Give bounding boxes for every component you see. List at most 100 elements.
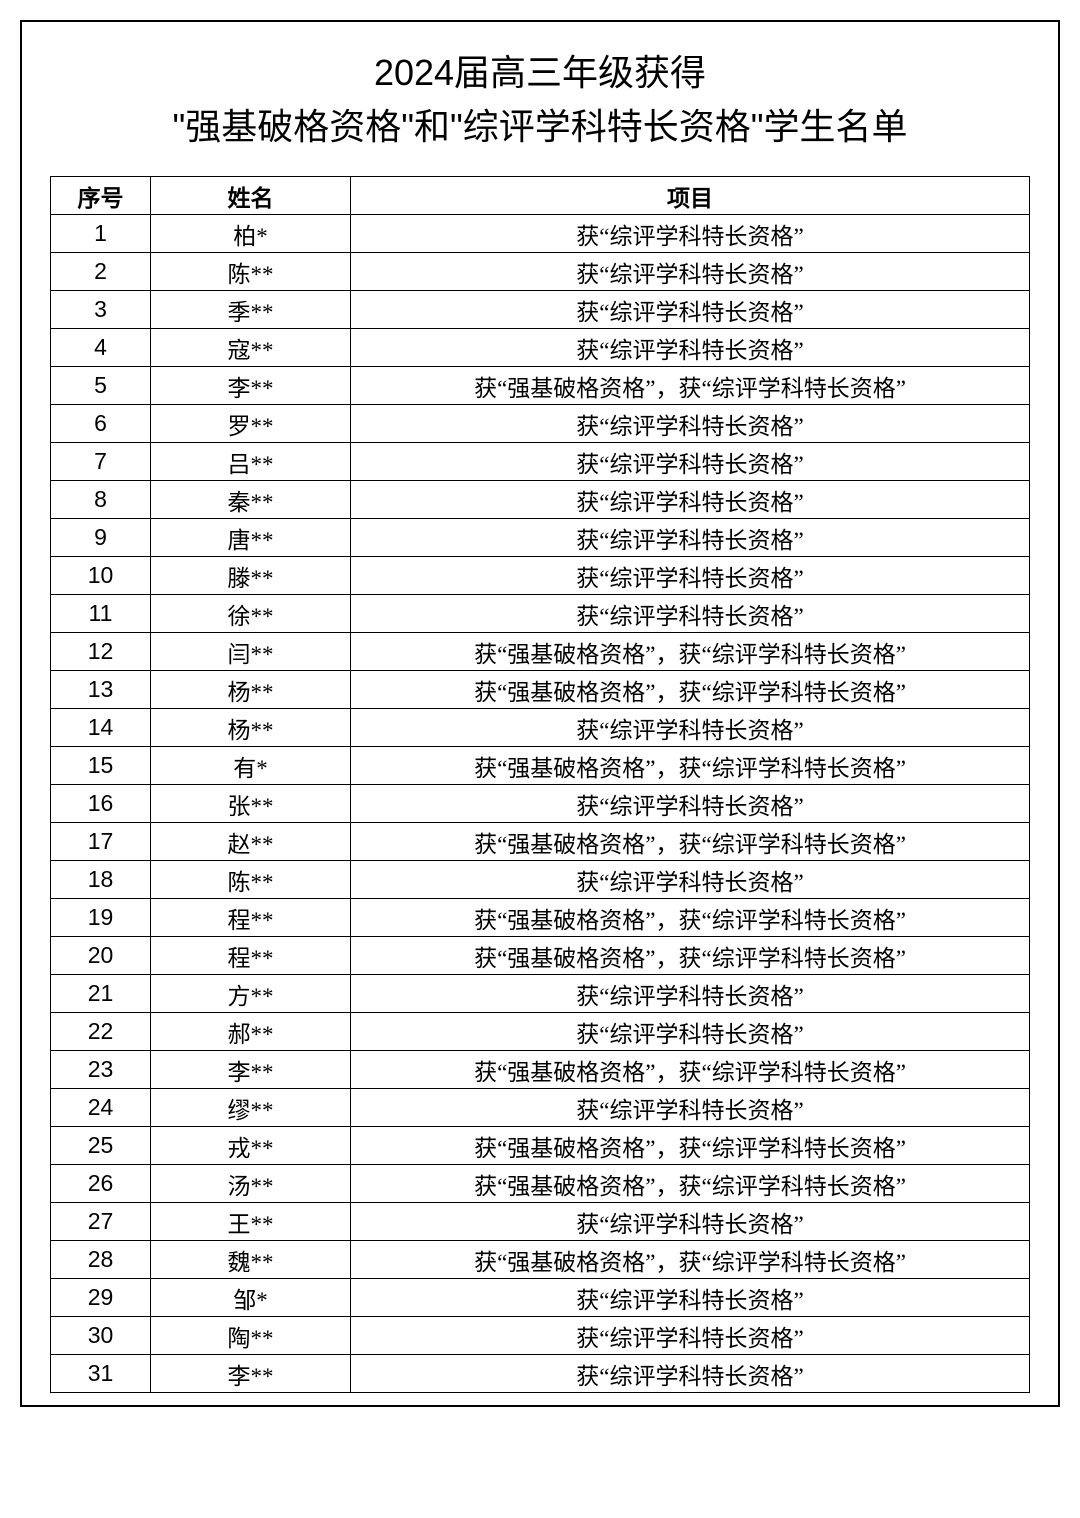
cell-proj: 获“综评学科特长资格” xyxy=(351,1355,1030,1393)
title-line2: "强基破格资格"和"综评学科特长资格"学生名单 xyxy=(50,100,1030,154)
cell-proj: 获“综评学科特长资格” xyxy=(351,1203,1030,1241)
cell-proj: 获“综评学科特长资格” xyxy=(351,557,1030,595)
cell-proj: 获“强基破格资格”，获“综评学科特长资格” xyxy=(351,1241,1030,1279)
table-row: 13杨**获“强基破格资格”，获“综评学科特长资格” xyxy=(51,671,1030,709)
student-table: 序号 姓名 项目 1柏*获“综评学科特长资格”2陈**获“综评学科特长资格”3季… xyxy=(50,176,1030,1393)
cell-idx: 25 xyxy=(51,1127,151,1165)
table-body: 1柏*获“综评学科特长资格”2陈**获“综评学科特长资格”3季**获“综评学科特… xyxy=(51,215,1030,1393)
table-row: 18陈**获“综评学科特长资格” xyxy=(51,861,1030,899)
cell-proj: 获“综评学科特长资格” xyxy=(351,329,1030,367)
header-proj: 项目 xyxy=(351,177,1030,215)
cell-idx: 14 xyxy=(51,709,151,747)
cell-name: 李** xyxy=(151,1051,351,1089)
cell-proj: 获“强基破格资格”，获“综评学科特长资格” xyxy=(351,937,1030,975)
cell-idx: 4 xyxy=(51,329,151,367)
table-row: 26汤**获“强基破格资格”，获“综评学科特长资格” xyxy=(51,1165,1030,1203)
table-row: 1柏*获“综评学科特长资格” xyxy=(51,215,1030,253)
cell-name: 程** xyxy=(151,937,351,975)
cell-proj: 获“综评学科特长资格” xyxy=(351,291,1030,329)
cell-name: 戎** xyxy=(151,1127,351,1165)
cell-name: 杨** xyxy=(151,671,351,709)
table-row: 31李**获“综评学科特长资格” xyxy=(51,1355,1030,1393)
cell-idx: 5 xyxy=(51,367,151,405)
cell-proj: 获“综评学科特长资格” xyxy=(351,785,1030,823)
table-row: 5李**获“强基破格资格”，获“综评学科特长资格” xyxy=(51,367,1030,405)
table-row: 8秦**获“综评学科特长资格” xyxy=(51,481,1030,519)
cell-name: 邹* xyxy=(151,1279,351,1317)
cell-name: 徐** xyxy=(151,595,351,633)
page-title: 2024届高三年级获得 "强基破格资格"和"综评学科特长资格"学生名单 xyxy=(50,46,1030,154)
table-row: 27王**获“综评学科特长资格” xyxy=(51,1203,1030,1241)
cell-name: 闫** xyxy=(151,633,351,671)
table-row: 11徐**获“综评学科特长资格” xyxy=(51,595,1030,633)
cell-idx: 23 xyxy=(51,1051,151,1089)
cell-name: 陈** xyxy=(151,253,351,291)
cell-idx: 13 xyxy=(51,671,151,709)
cell-idx: 6 xyxy=(51,405,151,443)
cell-name: 李** xyxy=(151,1355,351,1393)
cell-proj: 获“强基破格资格”，获“综评学科特长资格” xyxy=(351,823,1030,861)
cell-proj: 获“强基破格资格”，获“综评学科特长资格” xyxy=(351,1165,1030,1203)
cell-name: 张** xyxy=(151,785,351,823)
cell-idx: 30 xyxy=(51,1317,151,1355)
cell-name: 方** xyxy=(151,975,351,1013)
cell-proj: 获“综评学科特长资格” xyxy=(351,709,1030,747)
cell-proj: 获“综评学科特长资格” xyxy=(351,1089,1030,1127)
cell-proj: 获“综评学科特长资格” xyxy=(351,975,1030,1013)
cell-name: 寇** xyxy=(151,329,351,367)
table-row: 19程**获“强基破格资格”，获“综评学科特长资格” xyxy=(51,899,1030,937)
cell-name: 吕** xyxy=(151,443,351,481)
cell-name: 陈** xyxy=(151,861,351,899)
cell-idx: 28 xyxy=(51,1241,151,1279)
cell-idx: 27 xyxy=(51,1203,151,1241)
cell-idx: 29 xyxy=(51,1279,151,1317)
cell-proj: 获“综评学科特长资格” xyxy=(351,405,1030,443)
cell-idx: 26 xyxy=(51,1165,151,1203)
cell-name: 唐** xyxy=(151,519,351,557)
cell-idx: 3 xyxy=(51,291,151,329)
cell-name: 王** xyxy=(151,1203,351,1241)
cell-proj: 获“综评学科特长资格” xyxy=(351,443,1030,481)
cell-idx: 19 xyxy=(51,899,151,937)
cell-name: 有* xyxy=(151,747,351,785)
table-row: 30陶**获“综评学科特长资格” xyxy=(51,1317,1030,1355)
table-header-row: 序号 姓名 项目 xyxy=(51,177,1030,215)
cell-name: 陶** xyxy=(151,1317,351,1355)
cell-idx: 16 xyxy=(51,785,151,823)
table-row: 7吕**获“综评学科特长资格” xyxy=(51,443,1030,481)
table-row: 15有*获“强基破格资格”，获“综评学科特长资格” xyxy=(51,747,1030,785)
table-row: 20程**获“强基破格资格”，获“综评学科特长资格” xyxy=(51,937,1030,975)
table-row: 6罗**获“综评学科特长资格” xyxy=(51,405,1030,443)
cell-proj: 获“综评学科特长资格” xyxy=(351,519,1030,557)
cell-idx: 15 xyxy=(51,747,151,785)
table-row: 16张**获“综评学科特长资格” xyxy=(51,785,1030,823)
table-row: 9唐**获“综评学科特长资格” xyxy=(51,519,1030,557)
cell-name: 秦** xyxy=(151,481,351,519)
cell-idx: 22 xyxy=(51,1013,151,1051)
table-row: 4寇**获“综评学科特长资格” xyxy=(51,329,1030,367)
cell-proj: 获“强基破格资格”，获“综评学科特长资格” xyxy=(351,1127,1030,1165)
cell-idx: 24 xyxy=(51,1089,151,1127)
cell-proj: 获“综评学科特长资格” xyxy=(351,215,1030,253)
cell-proj: 获“综评学科特长资格” xyxy=(351,1013,1030,1051)
table-row: 25戎**获“强基破格资格”，获“综评学科特长资格” xyxy=(51,1127,1030,1165)
document-page: 2024届高三年级获得 "强基破格资格"和"综评学科特长资格"学生名单 序号 姓… xyxy=(20,20,1060,1407)
cell-proj: 获“综评学科特长资格” xyxy=(351,253,1030,291)
table-row: 22郝**获“综评学科特长资格” xyxy=(51,1013,1030,1051)
table-row: 14杨**获“综评学科特长资格” xyxy=(51,709,1030,747)
cell-name: 季** xyxy=(151,291,351,329)
table-row: 3季**获“综评学科特长资格” xyxy=(51,291,1030,329)
cell-idx: 2 xyxy=(51,253,151,291)
cell-proj: 获“综评学科特长资格” xyxy=(351,481,1030,519)
cell-idx: 10 xyxy=(51,557,151,595)
cell-name: 罗** xyxy=(151,405,351,443)
table-row: 29邹*获“综评学科特长资格” xyxy=(51,1279,1030,1317)
cell-idx: 8 xyxy=(51,481,151,519)
cell-proj: 获“强基破格资格”，获“综评学科特长资格” xyxy=(351,747,1030,785)
cell-proj: 获“强基破格资格”，获“综评学科特长资格” xyxy=(351,899,1030,937)
cell-name: 滕** xyxy=(151,557,351,595)
header-idx: 序号 xyxy=(51,177,151,215)
table-row: 24缪**获“综评学科特长资格” xyxy=(51,1089,1030,1127)
cell-proj: 获“综评学科特长资格” xyxy=(351,1317,1030,1355)
cell-idx: 31 xyxy=(51,1355,151,1393)
